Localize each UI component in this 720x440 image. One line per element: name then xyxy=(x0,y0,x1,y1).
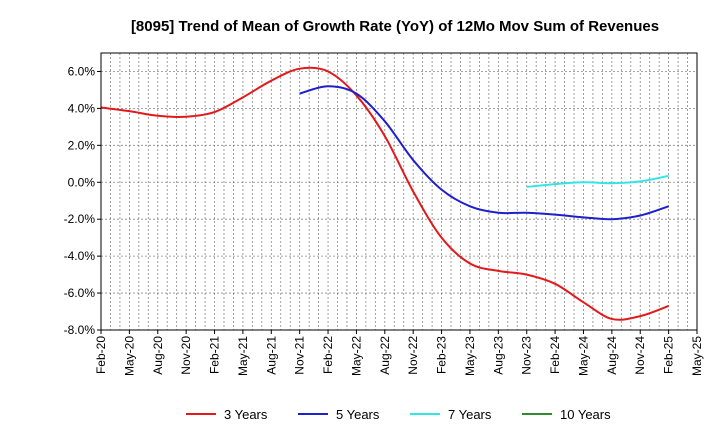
y-tick-label: -2.0% xyxy=(64,212,96,226)
plot-frame xyxy=(100,52,698,331)
x-tick-label: May-23 xyxy=(463,336,477,376)
chart-title: [8095] Trend of Mean of Growth Rate (YoY… xyxy=(131,18,659,35)
x-tick-label: Feb-25 xyxy=(662,336,676,374)
x-tick-label: Nov-24 xyxy=(633,336,647,375)
x-tick-label: Feb-23 xyxy=(435,336,449,374)
y-axis: 6.0% 4.0% 2.0% 0.0% -2.0% -4.0% -6.0% -8.0% xyxy=(64,64,101,337)
x-tick-label: Aug-24 xyxy=(605,336,619,375)
legend: 3 Years 5 Years 7 Years 10 Years xyxy=(186,407,611,422)
x-tick-label: Nov-21 xyxy=(293,336,307,375)
y-tick-label: 0.0% xyxy=(68,175,96,189)
x-tick-label: Nov-22 xyxy=(406,336,420,375)
y-tick-label: 6.0% xyxy=(68,64,96,78)
legend-label-7-years: 7 Years xyxy=(448,407,492,422)
x-tick-label: Nov-20 xyxy=(179,336,193,375)
y-tick-label: -6.0% xyxy=(64,286,96,300)
x-axis: Feb-20 May-20 Aug-20 Nov-20 Feb-21 May-21 Aug-… xyxy=(94,330,704,376)
x-tick-label: Feb-24 xyxy=(548,336,562,374)
x-tick-label: Aug-20 xyxy=(151,336,165,375)
x-tick-label: May-22 xyxy=(349,336,363,376)
y-tick-label: -4.0% xyxy=(64,249,96,263)
series-lines xyxy=(100,66,669,321)
x-tick-label: Feb-20 xyxy=(94,336,108,374)
y-tick-label: 2.0% xyxy=(68,138,96,152)
x-tick-label: Nov-23 xyxy=(520,336,534,375)
legend-label-3-years: 3 Years xyxy=(224,407,268,422)
x-tick-label: May-25 xyxy=(690,336,704,376)
x-tick-label: Aug-21 xyxy=(264,336,278,375)
series-line-5-years xyxy=(299,85,669,221)
plot-area xyxy=(101,53,697,330)
y-tick-label: 4.0% xyxy=(68,101,96,115)
x-tick-label: Aug-22 xyxy=(378,336,392,375)
x-tick-label: May-24 xyxy=(576,336,590,376)
series-line-3-years xyxy=(100,66,669,321)
x-tick-label: Aug-23 xyxy=(491,336,505,375)
series-line-7-years xyxy=(526,174,669,188)
x-tick-label: Feb-21 xyxy=(208,336,222,374)
x-tick-label: Feb-22 xyxy=(321,336,335,374)
y-tick-label: -8.0% xyxy=(64,323,96,337)
legend-label-5-years: 5 Years xyxy=(336,407,380,422)
x-tick-label: May-21 xyxy=(236,336,250,376)
x-tick-label: May-20 xyxy=(122,336,136,376)
legend-label-10-years: 10 Years xyxy=(560,407,611,422)
